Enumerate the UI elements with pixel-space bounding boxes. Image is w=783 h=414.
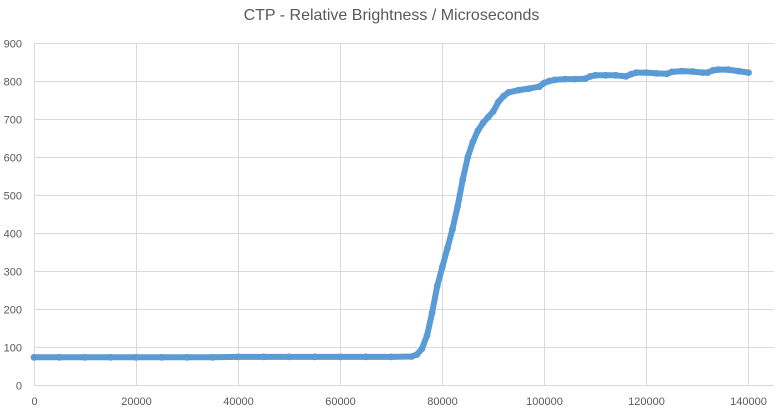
data-point xyxy=(714,66,722,73)
data-point xyxy=(745,69,752,76)
data-point xyxy=(489,108,497,115)
x-tick-label: 120000 xyxy=(628,396,665,408)
x-tick-label: 140000 xyxy=(730,396,767,408)
data-point xyxy=(653,70,660,77)
x-tick-label: 20000 xyxy=(121,396,152,408)
y-tick-label: 0 xyxy=(16,381,22,393)
data-point xyxy=(551,76,558,84)
y-tick-label: 400 xyxy=(4,229,22,241)
data-point xyxy=(592,71,599,79)
data-point xyxy=(418,345,426,353)
x-axis: 0 20000 40000 60000 80000 100000 120000 140000 xyxy=(31,385,774,408)
data-point xyxy=(234,353,242,361)
data-point xyxy=(571,75,579,83)
data-point xyxy=(132,353,140,361)
data-point xyxy=(449,225,456,233)
data-point xyxy=(469,138,477,146)
data-point xyxy=(438,263,446,271)
data-point xyxy=(454,203,461,210)
data-point xyxy=(668,68,676,76)
y-tick-label: 700 xyxy=(4,115,22,127)
y-tick-label: 900 xyxy=(4,39,22,51)
chart-title: CTP - Relative Brightness / Microseconds xyxy=(243,7,540,24)
data-point xyxy=(704,69,712,76)
data-point xyxy=(413,351,421,358)
y-tick-label: 800 xyxy=(4,77,22,89)
data-point xyxy=(535,83,543,91)
x-tick-label: 60000 xyxy=(325,396,356,408)
data-point xyxy=(336,353,344,361)
data-point xyxy=(260,353,268,361)
horizontal-gridlines xyxy=(34,43,774,348)
x-tick-label: 0 xyxy=(31,396,37,408)
data-point xyxy=(699,69,706,76)
data-point xyxy=(362,353,370,361)
data-point xyxy=(484,113,492,121)
y-tick-label: 100 xyxy=(4,343,22,355)
series-trace xyxy=(31,66,752,361)
data-point xyxy=(285,353,293,361)
data-point xyxy=(433,282,441,290)
data-point xyxy=(183,353,191,361)
data-point xyxy=(540,79,548,87)
data-point xyxy=(724,66,732,73)
data-point xyxy=(688,68,696,75)
data-point xyxy=(56,353,63,361)
data-point xyxy=(408,353,416,360)
y-axis: 0 100 200 300 400 500 600 700 800 900 xyxy=(4,39,22,393)
data-point xyxy=(459,176,467,184)
data-point xyxy=(612,71,620,79)
data-point xyxy=(209,353,217,361)
data-point xyxy=(586,73,594,80)
data-point xyxy=(678,67,686,75)
data-point xyxy=(546,77,553,85)
data-point xyxy=(525,85,533,92)
data-point xyxy=(107,353,114,361)
data-point xyxy=(387,353,395,361)
data-point xyxy=(622,73,630,80)
data-point xyxy=(444,244,451,252)
data-point xyxy=(627,70,635,78)
x-tick-label: 40000 xyxy=(223,396,254,408)
y-tick-label: 200 xyxy=(4,305,22,317)
data-point xyxy=(643,69,650,76)
x-tick-label: 80000 xyxy=(427,396,458,408)
data-point xyxy=(495,98,502,106)
y-tick-label: 500 xyxy=(4,191,22,203)
y-tick-label: 600 xyxy=(4,153,22,165)
x-tick-label: 100000 xyxy=(526,396,563,408)
data-point xyxy=(500,92,507,100)
data-point xyxy=(734,67,742,75)
data-point xyxy=(479,119,487,127)
vertical-gridlines xyxy=(34,43,749,385)
data-point xyxy=(158,353,166,361)
data-point xyxy=(30,353,38,361)
data-point xyxy=(474,126,482,134)
data-point xyxy=(561,75,569,83)
y-tick-label: 300 xyxy=(4,267,22,279)
data-point xyxy=(709,67,717,74)
data-point xyxy=(423,332,431,339)
data-point xyxy=(581,75,589,83)
data-point xyxy=(663,70,671,78)
data-point xyxy=(464,153,472,161)
data-point xyxy=(602,71,609,79)
data-point xyxy=(505,89,512,96)
series-layer xyxy=(30,66,752,361)
data-point xyxy=(632,69,640,76)
data-point xyxy=(81,353,89,361)
data-point xyxy=(311,353,319,361)
data-point xyxy=(428,309,436,317)
data-point xyxy=(515,86,523,94)
